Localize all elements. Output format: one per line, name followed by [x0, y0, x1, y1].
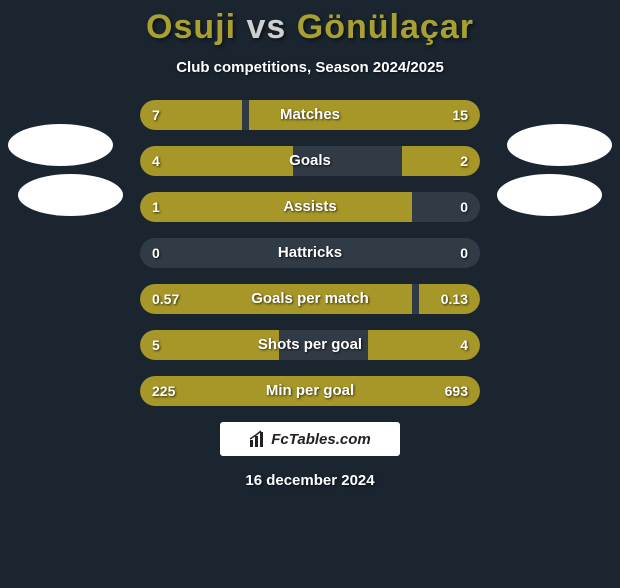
- player2-name: Gönülaçar: [297, 8, 474, 46]
- site-logo-text: FcTables.com: [271, 431, 370, 448]
- site-logo[interactable]: FcTables.com: [220, 422, 400, 456]
- stat-row: 715Matches: [140, 100, 480, 130]
- stat-label: Hattricks: [140, 238, 480, 268]
- player2-club-placeholder: [497, 174, 602, 216]
- stat-row: 10Assists: [140, 192, 480, 222]
- stat-row: 42Goals: [140, 146, 480, 176]
- comparison-title: Osuji vs Gönülaçar: [0, 8, 620, 47]
- stat-label: Min per goal: [140, 376, 480, 406]
- stat-label: Goals per match: [140, 284, 480, 314]
- player2-photo-placeholder: [507, 124, 612, 166]
- competition-subheader: Club competitions, Season 2024/2025: [0, 59, 620, 76]
- stat-row: 0.570.13Goals per match: [140, 284, 480, 314]
- stat-row: 54Shots per goal: [140, 330, 480, 360]
- vs-label: vs: [247, 8, 287, 46]
- stat-label: Assists: [140, 192, 480, 222]
- player1-club-placeholder: [18, 174, 123, 216]
- stat-label: Shots per goal: [140, 330, 480, 360]
- stat-label: Goals: [140, 146, 480, 176]
- stat-row: 00Hattricks: [140, 238, 480, 268]
- chart-icon: [249, 430, 267, 448]
- stat-label: Matches: [140, 100, 480, 130]
- player1-photo-placeholder: [8, 124, 113, 166]
- player1-name: Osuji: [146, 8, 236, 46]
- snapshot-date: 16 december 2024: [0, 472, 620, 489]
- stat-row: 225693Min per goal: [140, 376, 480, 406]
